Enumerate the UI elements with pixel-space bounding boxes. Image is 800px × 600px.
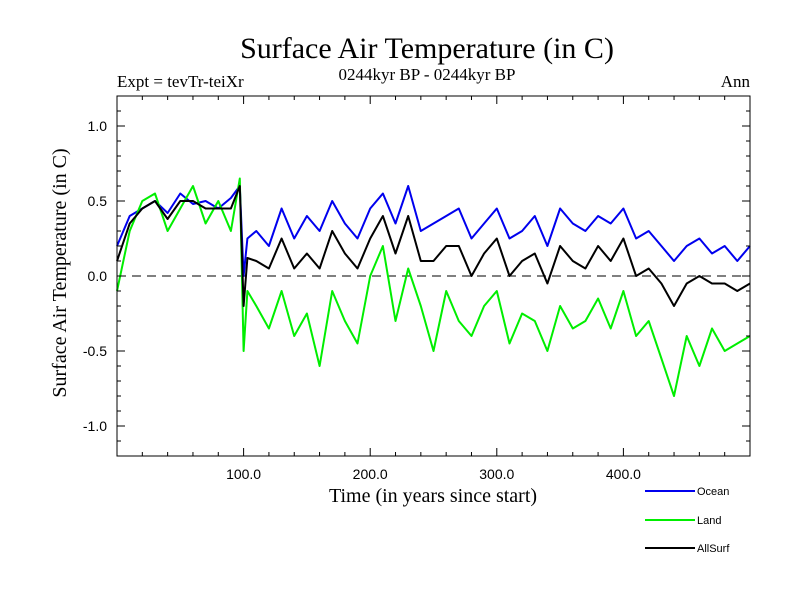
chart-title: Surface Air Temperature (in C): [240, 32, 614, 65]
y-axis-label: Surface Air Temperature (in C): [49, 148, 71, 397]
y-tick-label: -0.5: [83, 343, 107, 359]
legend-label-allsurf: AllSurf: [697, 543, 730, 555]
plot-area: 1.0 0.5 0.0 -0.5 -1.0 100.0 200.0 300.0 400.0: [83, 95, 751, 482]
x-tick-label: 300.0: [479, 466, 514, 482]
legend-label-ocean: Ocean: [697, 486, 729, 498]
season-label: Ann: [721, 72, 751, 91]
legend-label-land: Land: [697, 515, 721, 527]
x-tick-label: 100.0: [226, 466, 261, 482]
y-tick-label: 0.0: [88, 268, 108, 284]
experiment-label: Expt = tevTr-teiXr: [117, 72, 244, 91]
series-line-ocean: [116, 185, 751, 277]
series-line-allsurf: [116, 185, 751, 307]
series-line-land: [116, 177, 751, 397]
y-tick-label: 0.5: [88, 193, 108, 209]
y-tick-label: 1.0: [88, 118, 108, 134]
period-label: 0244kyr BP - 0244kyr BP: [339, 65, 516, 84]
y-tick-label: -1.0: [83, 418, 107, 434]
x-tick-label: 400.0: [606, 466, 641, 482]
x-axis-label: Time (in years since start): [329, 485, 537, 507]
legend: Ocean Land AllSurf: [645, 486, 730, 555]
x-tick-label: 200.0: [353, 466, 388, 482]
